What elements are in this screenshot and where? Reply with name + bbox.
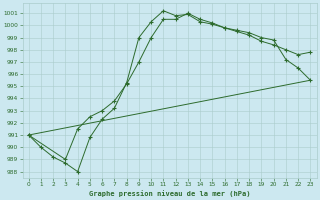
- X-axis label: Graphe pression niveau de la mer (hPa): Graphe pression niveau de la mer (hPa): [89, 190, 250, 197]
